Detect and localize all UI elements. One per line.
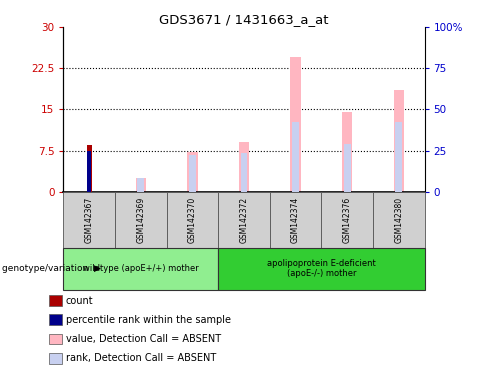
Text: GDS3671 / 1431663_a_at: GDS3671 / 1431663_a_at [159, 13, 329, 26]
Bar [136, 178, 146, 192]
Text: GSM142370: GSM142370 [188, 197, 197, 243]
Bar [87, 145, 92, 192]
Bar [292, 122, 299, 192]
Text: GSM142374: GSM142374 [291, 197, 300, 243]
Text: percentile rank within the sample: percentile rank within the sample [66, 315, 231, 325]
Text: GSM142380: GSM142380 [394, 197, 403, 243]
Text: rank, Detection Call = ABSENT: rank, Detection Call = ABSENT [66, 353, 216, 363]
Bar [138, 178, 144, 192]
Bar [189, 155, 196, 192]
Text: GSM142367: GSM142367 [85, 197, 94, 243]
Bar [342, 112, 352, 192]
Bar [187, 152, 198, 192]
Text: GSM142376: GSM142376 [343, 197, 352, 243]
Bar [239, 142, 249, 192]
Bar [87, 151, 91, 192]
Bar [395, 122, 402, 192]
Text: GSM142372: GSM142372 [240, 197, 248, 243]
Bar [241, 154, 247, 192]
Text: apolipoprotein E-deficient
(apoE-/-) mother: apolipoprotein E-deficient (apoE-/-) mot… [267, 259, 376, 278]
Text: count: count [66, 296, 94, 306]
Text: wildtype (apoE+/+) mother: wildtype (apoE+/+) mother [83, 264, 199, 273]
Text: value, Detection Call = ABSENT: value, Detection Call = ABSENT [66, 334, 221, 344]
Bar [290, 57, 301, 192]
Bar [344, 144, 350, 192]
Text: GSM142369: GSM142369 [136, 197, 145, 243]
Bar [394, 90, 404, 192]
Text: genotype/variation  ▶: genotype/variation ▶ [2, 264, 102, 273]
